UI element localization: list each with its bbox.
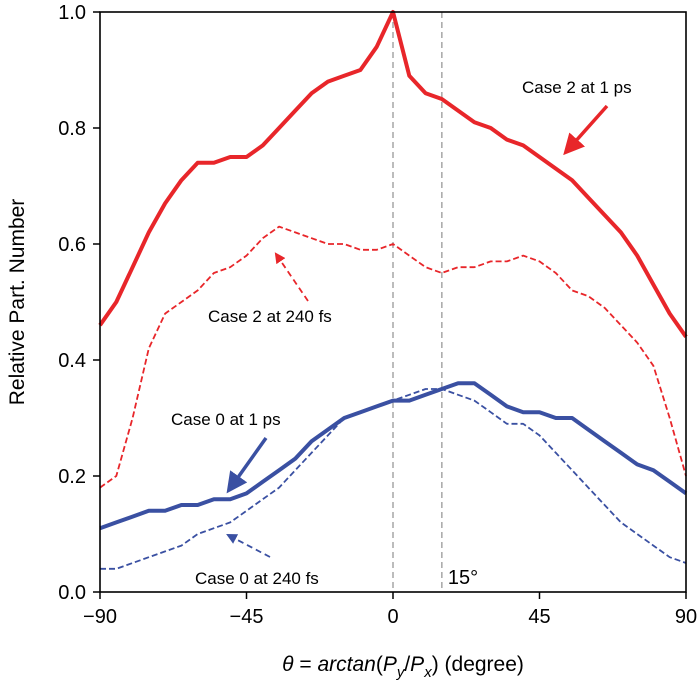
annotation-arrow bbox=[226, 436, 268, 494]
y-tick-label: 0.0 bbox=[58, 582, 86, 604]
reference-lines: 15° bbox=[392, 12, 478, 592]
annotation-label: Case 2 at 240 fs bbox=[208, 307, 332, 326]
y-tick-label: 0.2 bbox=[58, 466, 86, 488]
ticks-layer: −90 −45 0 45 90 0.0 0.2 0.4 0.6 0.8 1.0 bbox=[58, 2, 697, 628]
x-tick-label: −45 bbox=[230, 606, 264, 628]
annotation-arrow bbox=[563, 104, 609, 156]
y-tick-label: 1.0 bbox=[58, 2, 86, 24]
annotation-label: Case 2 at 1 ps bbox=[522, 78, 632, 97]
x-tick-label: 90 bbox=[675, 606, 697, 628]
annotation-arrow bbox=[274, 252, 309, 302]
x-tick-label: 0 bbox=[387, 606, 398, 628]
y-axis-title: Relative Part. Number bbox=[6, 199, 29, 406]
series-line-case-2-at-240-fs bbox=[99, 225, 687, 489]
x-tick-label: 45 bbox=[528, 606, 550, 628]
y-tick-label: 0.4 bbox=[58, 350, 86, 372]
y-tick-label: 0.8 bbox=[58, 118, 86, 140]
annotations-layer: Case 2 at 1 ps Case 2 at 240 fs Case 0 at … bbox=[171, 78, 632, 588]
annotation-arrow bbox=[226, 533, 271, 558]
annotation-label: Case 0 at 1 ps bbox=[171, 410, 281, 429]
y-tick-label: 0.6 bbox=[58, 234, 86, 256]
x-axis-title: θ = arctan(Py/Px) (degree) bbox=[282, 653, 524, 681]
annotation-label: Case 0 at 240 fs bbox=[195, 569, 319, 588]
reference-line-label: 15° bbox=[448, 567, 478, 589]
series-line-case-0-at-240-fs bbox=[100, 388, 687, 570]
x-tick-label: −90 bbox=[83, 606, 117, 628]
